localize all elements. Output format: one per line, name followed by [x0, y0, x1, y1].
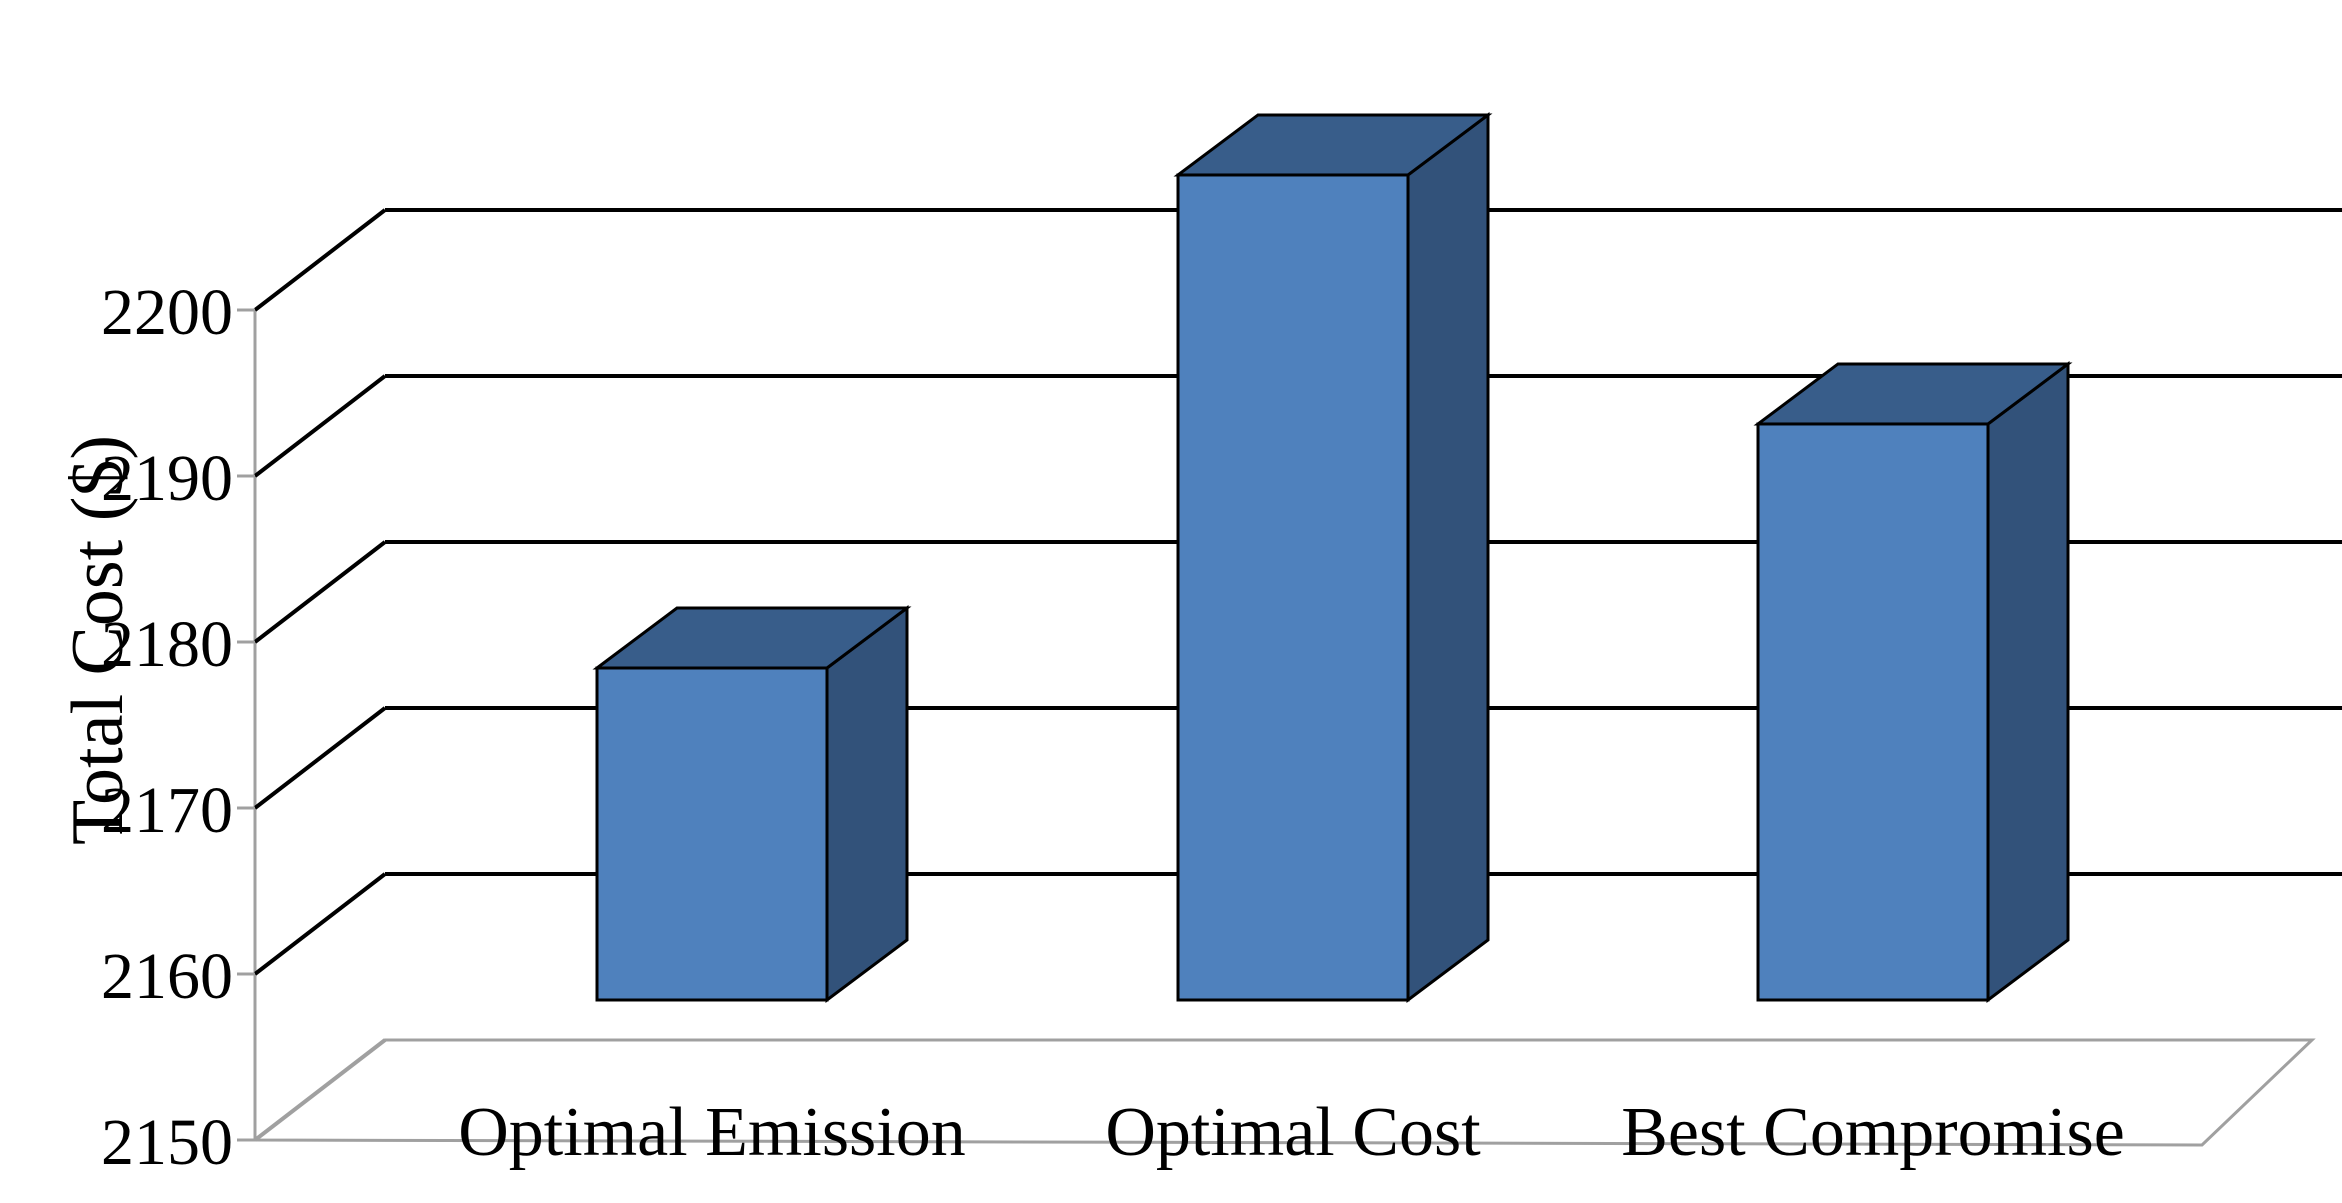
bar-side-face	[1406, 111, 1490, 1003]
y-tick-label: 2190	[101, 442, 233, 515]
bars	[592, 111, 2073, 1003]
bar-side-face	[1986, 360, 2070, 1003]
x-category-label: Optimal Cost	[1105, 1094, 1481, 1171]
x-category-label: Best Compromise	[1621, 1094, 2125, 1171]
bar-front-face	[595, 666, 829, 1002]
y-tick-label: 2180	[101, 608, 233, 681]
gridline-side	[253, 208, 387, 312]
bar-side-face	[825, 605, 909, 1003]
y-tick-label: 2170	[101, 774, 233, 847]
bar	[592, 605, 912, 1003]
y-tick-label: 2200	[101, 276, 233, 349]
bar-front-face	[1176, 173, 1410, 1002]
gridline-side	[253, 1038, 387, 1142]
x-axis-category-labels: Optimal Emission Optimal Cost Best Comprom…	[458, 1094, 2125, 1171]
y-tick-label: 2160	[101, 940, 233, 1013]
bar	[1753, 360, 2073, 1003]
gridline-side	[253, 706, 387, 810]
gridline-side	[253, 540, 387, 644]
y-axis-tick-labels: 2150 2160 2170 2180 2190 2200	[101, 276, 233, 1179]
bar-front-face	[1756, 422, 1990, 1002]
y-tick-label: 2150	[101, 1106, 233, 1179]
x-category-label: Optimal Emission	[458, 1094, 966, 1171]
gridline-side	[253, 374, 387, 478]
bar	[1173, 111, 1493, 1003]
y-axis-title: Total Cost ($)	[57, 435, 139, 845]
gridline-side	[253, 872, 387, 976]
